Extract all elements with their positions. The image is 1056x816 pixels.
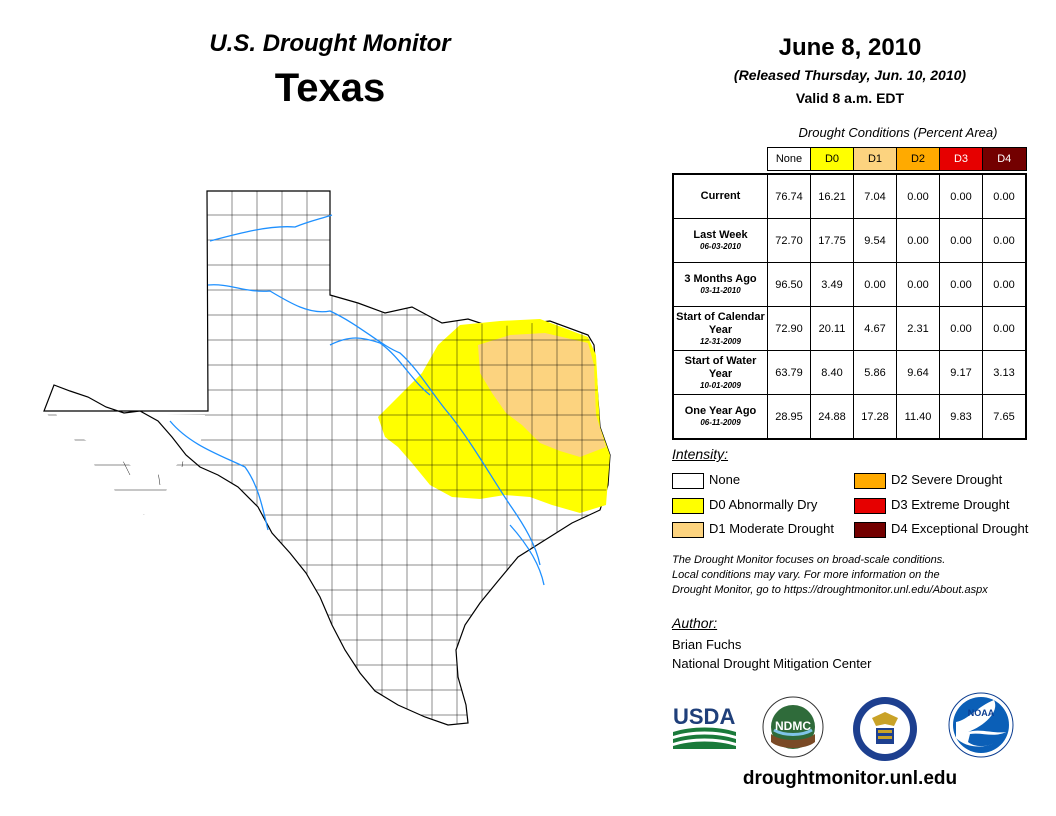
table-cell: 0.00: [982, 173, 1027, 219]
table-cell: 63.79: [767, 350, 811, 395]
legend-swatch: [854, 522, 886, 538]
column-header-d4: D4: [982, 147, 1027, 171]
legend-swatch: [854, 498, 886, 514]
table-cell: 16.21: [810, 173, 854, 219]
legend-label: D4 Exceptional Drought: [891, 521, 1029, 536]
disclaimer-line: Local conditions may vary. For more info…: [672, 569, 940, 581]
table-cell: 9.17: [939, 350, 983, 395]
table-cell: 72.90: [767, 306, 811, 351]
noaa-logo-text: NOAA: [968, 708, 995, 718]
legend-swatch: [854, 473, 886, 489]
table-cell: 72.70: [767, 218, 811, 263]
drought-conditions-table: None D0 D1 D2 D3 D4 Current 76.74 16.21 …: [672, 147, 1027, 440]
row-label: Current: [700, 190, 741, 202]
table-cell: 28.95: [767, 394, 811, 440]
legend-label: D2 Severe Drought: [891, 472, 1003, 487]
texas-drought-map: [43, 190, 611, 726]
disclaimer-line: The Drought Monitor focuses on broad-sca…: [672, 554, 946, 566]
table-cell: 0.00: [939, 262, 983, 307]
legend-label: D1 Moderate Drought: [709, 521, 835, 536]
legend-swatch: [672, 498, 704, 514]
column-header-d0: D0: [810, 147, 854, 171]
row-label: Last Week: [693, 229, 748, 241]
usda-logo-text: USDA: [673, 704, 735, 729]
table-cell: 17.28: [853, 394, 897, 440]
author-name: Brian Fuchs: [672, 637, 742, 652]
usda-logo: USDA: [673, 704, 736, 749]
legend-label: D3 Extreme Drought: [891, 497, 1010, 512]
d1-moderate-drought-area: [478, 333, 606, 457]
table-caption: Drought Conditions (Percent Area): [798, 125, 998, 140]
table-cell: 0.00: [939, 173, 983, 219]
table-cell: 0.00: [896, 262, 940, 307]
row-date: 06-11-2009: [700, 418, 741, 427]
table-row-start-of-calendar-year: Start of Calendar Year 12-31-2009 72.90 2…: [672, 306, 1027, 351]
table-cell: 0.00: [939, 218, 983, 263]
commerce-seal-icon: [853, 697, 917, 761]
disclaimer-line: Drought Monitor, go to https://droughtmo…: [672, 584, 988, 596]
table-row-3-months-ago: 3 Months Ago 03-11-2010 96.50 3.49 0.00 0…: [672, 262, 1027, 307]
table-row-current: Current 76.74 16.21 7.04 0.00 0.00 0.00: [672, 173, 1027, 219]
table-cell: 0.00: [982, 218, 1027, 263]
table-cell: 5.86: [853, 350, 897, 395]
state-title: Texas: [274, 66, 386, 110]
table-cell: 0.00: [982, 306, 1027, 351]
table-cell: 9.64: [896, 350, 940, 395]
table-cell: 17.75: [810, 218, 854, 263]
table-cell: 76.74: [767, 173, 811, 219]
disclaimer-text: The Drought Monitor focuses on broad-sca…: [672, 553, 1042, 598]
table-cell: 3.13: [982, 350, 1027, 395]
table-cell: 0.00: [896, 173, 940, 219]
table-cell: 96.50: [767, 262, 811, 307]
footer-url[interactable]: droughtmonitor.unl.edu: [742, 768, 958, 789]
table-row-start-of-water-year: Start of Water Year 10-01-2009 63.79 8.40…: [672, 350, 1027, 395]
legend-swatch: [672, 473, 704, 489]
row-label: One Year Ago: [684, 405, 757, 417]
table-cell: 20.11: [810, 306, 854, 351]
valid-time: Valid 8 a.m. EDT: [795, 90, 905, 106]
table-cell: 9.54: [853, 218, 897, 263]
row-date: 03-11-2010: [700, 286, 741, 295]
column-header-d2: D2: [896, 147, 940, 171]
table-cell: 7.04: [853, 173, 897, 219]
row-date: 10-01-2009: [700, 380, 741, 390]
release-date: (Released Thursday, Jun. 10, 2010): [733, 67, 967, 83]
column-header-d3: D3: [939, 147, 983, 171]
noaa-logo: NOAA: [948, 692, 1014, 758]
table-cell: 0.00: [939, 306, 983, 351]
legend-label: D0 Abnormally Dry: [709, 497, 818, 512]
row-date: 06-03-2010: [700, 242, 741, 251]
table-cell: 0.00: [896, 218, 940, 263]
row-label: Start of Water Year: [684, 354, 757, 380]
row-label: Start of Calendar Year: [676, 310, 765, 336]
table-row-last-week: Last Week 06-03-2010 72.70 17.75 9.54 0.0…: [672, 218, 1027, 263]
row-date: 12-31-2009: [700, 336, 741, 346]
table-cell: 24.88: [810, 394, 854, 440]
column-header-d1: D1: [853, 147, 897, 171]
legend-swatch: [672, 522, 704, 538]
row-label: 3 Months Ago: [684, 273, 757, 285]
author-organization: National Drought Mitigation Center: [672, 656, 872, 671]
table-cell: 0.00: [853, 262, 897, 307]
table-cell: 0.00: [982, 262, 1027, 307]
table-cell: 11.40: [896, 394, 940, 440]
map-subtitle: U.S. Drought Monitor: [209, 30, 451, 57]
author-heading: Author:: [672, 615, 718, 631]
ndmc-logo-text: NDMC: [775, 719, 811, 733]
ndmc-logo: NDMC: [762, 696, 824, 758]
table-cell: 7.65: [982, 394, 1027, 440]
table-cell: 3.49: [810, 262, 854, 307]
table-cell: 2.31: [896, 306, 940, 351]
table-cell: 8.40: [810, 350, 854, 395]
table-row-one-year-ago: One Year Ago 06-11-2009 28.95 24.88 17.28…: [672, 394, 1027, 440]
rivers: [169, 214, 545, 586]
legend-label: None: [709, 472, 741, 487]
map-date: June 8, 2010: [778, 34, 922, 61]
legend-title: Intensity:: [672, 446, 729, 462]
table-cell: 4.67: [853, 306, 897, 351]
column-header-none: None: [767, 147, 811, 171]
table-cell: 9.83: [939, 394, 983, 440]
